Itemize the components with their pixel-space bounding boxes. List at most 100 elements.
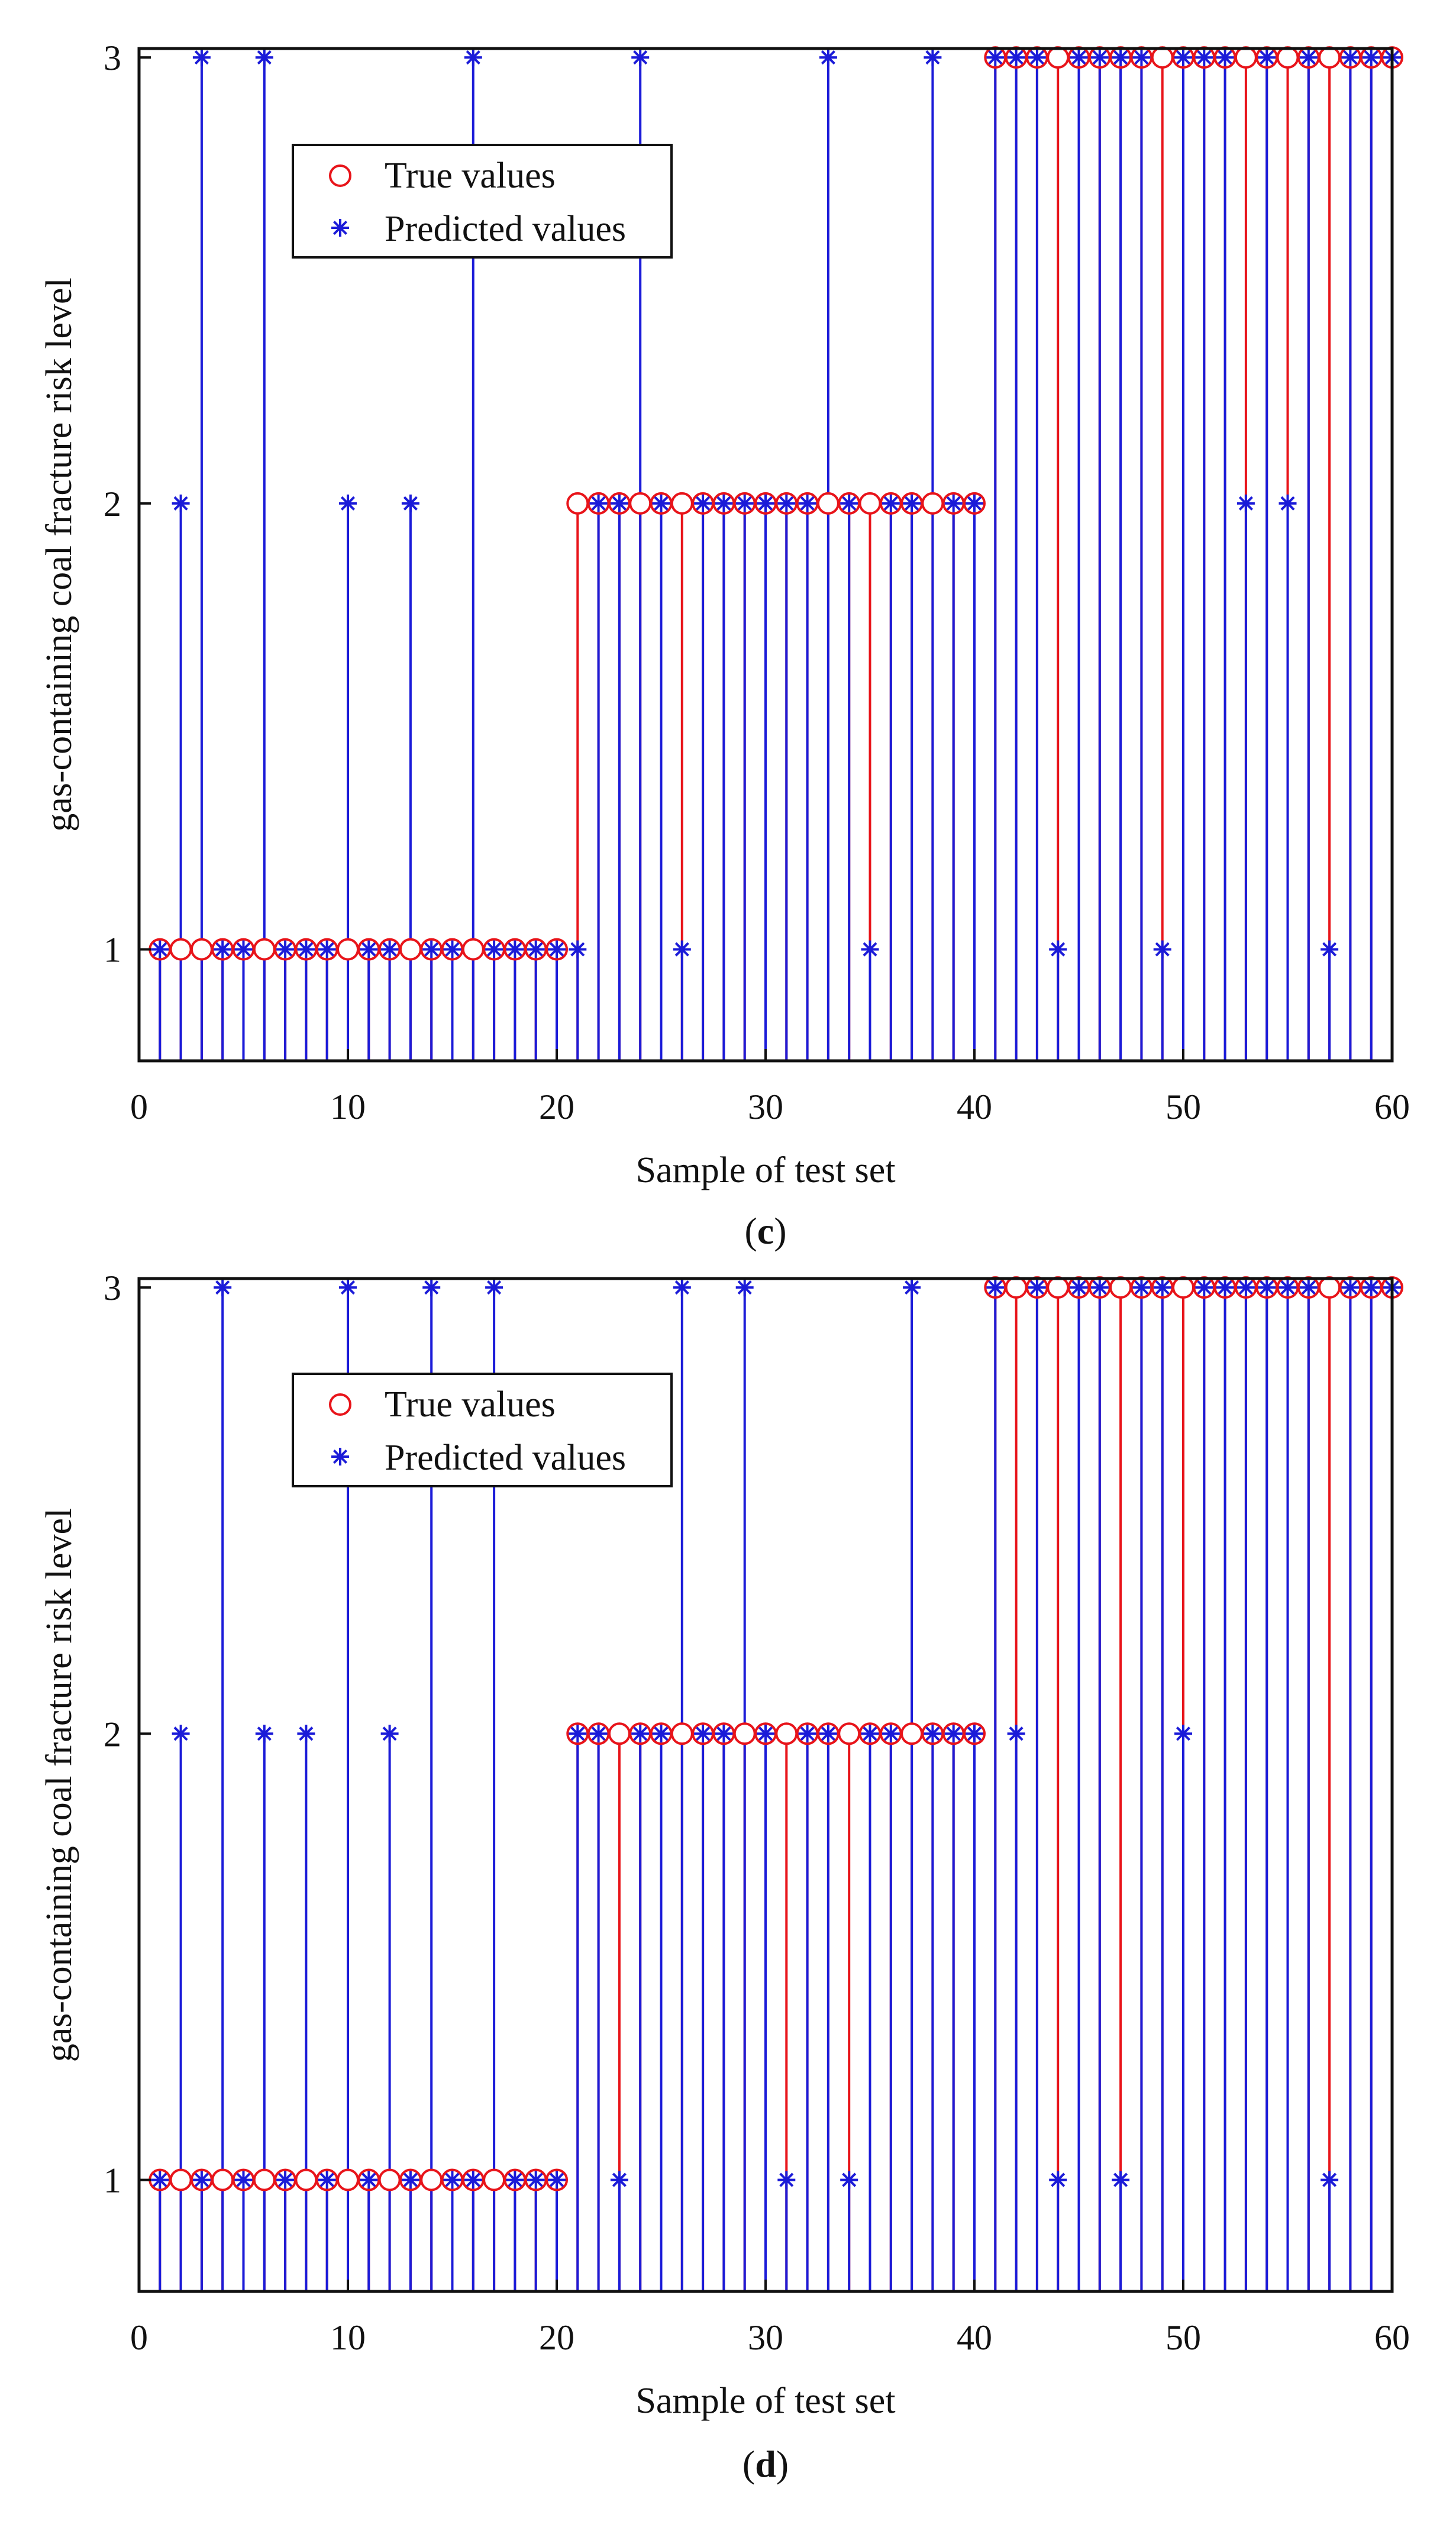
caption-open: ( <box>744 1210 757 1252</box>
predicted-value-marker <box>318 940 336 958</box>
legend-predicted-label: Predicted values <box>385 1438 626 1478</box>
predicted-value-marker <box>1195 49 1213 67</box>
predicted-value-marker <box>1090 49 1109 67</box>
x-tick-label: 10 <box>330 2318 366 2357</box>
predicted-value-marker <box>192 2171 211 2189</box>
x-tick-label: 40 <box>957 2318 992 2357</box>
x-tick-label: 50 <box>1166 2318 1201 2357</box>
predicted-value-marker <box>1279 1279 1297 1297</box>
predicted-value-marker <box>840 2171 858 2189</box>
predicted-value-marker <box>944 1725 963 1743</box>
x-tick-label: 20 <box>539 1087 574 1126</box>
predicted-value-marker <box>360 2171 378 2189</box>
predicted-value-marker <box>986 1279 1005 1297</box>
predicted-value-marker <box>1258 49 1276 67</box>
predicted-value-marker <box>569 1725 587 1743</box>
true-value-marker <box>1318 46 1341 69</box>
predicted-value-marker <box>318 2171 336 2189</box>
true-value-marker <box>169 938 192 961</box>
predicted-value-marker <box>443 2171 461 2189</box>
predicted-value-marker <box>1132 49 1151 67</box>
true-value-marker <box>253 2168 276 2191</box>
legend-predicted-marker <box>331 1448 349 1466</box>
predicted-value-marker <box>506 2171 524 2189</box>
true-value-marker <box>566 492 589 515</box>
caption-panel-letter: c <box>757 1210 774 1252</box>
true-value-marker <box>838 1722 861 1745</box>
true-value-marker <box>900 1722 924 1745</box>
predicted-value-marker <box>652 494 670 512</box>
predicted-value-marker <box>1070 1279 1088 1297</box>
predicted-value-marker <box>380 1725 399 1743</box>
caption-close: ) <box>774 1210 786 1252</box>
predicted-value-marker <box>234 940 253 958</box>
true-value-marker <box>1318 1276 1341 1299</box>
stems-group <box>159 57 1392 1061</box>
true-value-marker <box>670 492 693 515</box>
predicted-value-marker <box>1341 49 1360 67</box>
predicted-value-marker <box>715 1725 733 1743</box>
true-value-marker <box>1005 1276 1028 1299</box>
x-tick-label: 40 <box>957 1087 992 1126</box>
predicted-value-marker <box>339 1279 357 1297</box>
predicted-value-marker <box>1362 49 1380 67</box>
predicted-value-marker <box>1007 1725 1025 1743</box>
true-value-marker <box>1172 1276 1194 1299</box>
x-tick-label: 30 <box>748 2318 783 2357</box>
predicted-value-marker <box>1299 49 1318 67</box>
predicted-value-marker <box>673 940 691 958</box>
true-value-marker <box>921 492 944 515</box>
predicted-value-marker <box>1216 49 1234 67</box>
true-value-marker <box>1151 46 1174 69</box>
true-value-marker <box>190 938 213 961</box>
true-value-marker <box>858 492 882 515</box>
predicted-value-marker <box>861 1725 879 1743</box>
predicted-value-marker <box>735 494 754 512</box>
predicted-value-marker <box>589 494 608 512</box>
predicted-value-marker <box>1174 1725 1192 1743</box>
predicted-value-marker <box>527 2171 545 2189</box>
legend-predicted-marker <box>331 219 349 237</box>
predicted-value-marker <box>192 49 211 67</box>
predicted-value-marker <box>339 494 357 512</box>
legend: True values Predicted values <box>292 144 673 259</box>
predicted-value-marker <box>944 494 963 512</box>
legend-predicted-label: Predicted values <box>385 209 626 249</box>
predicted-value-marker <box>1321 940 1339 958</box>
predicted-value-marker <box>380 940 399 958</box>
predicted-value-marker <box>986 49 1005 67</box>
predicted-value-marker <box>1049 940 1067 958</box>
predicted-value-marker <box>401 494 419 512</box>
predicted-value-marker <box>464 49 482 67</box>
true-value-marker <box>378 2168 401 2191</box>
legend-true-label: True values <box>385 1384 556 1425</box>
panel-caption: (c) <box>744 1210 786 1252</box>
true-value-marker <box>337 2168 359 2191</box>
predicted-value-marker <box>1112 49 1130 67</box>
predicted-value-marker <box>422 940 441 958</box>
predicted-value-marker <box>1153 1279 1171 1297</box>
predicted-value-marker <box>297 1725 315 1743</box>
predicted-value-marker <box>1132 1279 1151 1297</box>
predicted-value-marker <box>1112 2171 1130 2189</box>
panel-caption: (d) <box>742 2443 789 2485</box>
predicted-value-marker <box>882 494 900 512</box>
y-tick-label: 1 <box>104 2161 121 2200</box>
predicted-value-marker <box>464 2171 482 2189</box>
predicted-value-marker <box>1341 1279 1360 1297</box>
x-tick-label: 30 <box>748 1087 783 1126</box>
x-axis-label: Sample of test set <box>635 1150 895 1190</box>
predicted-value-marker <box>1237 1279 1255 1297</box>
predicted-value-marker <box>485 1279 503 1297</box>
true-value-marker <box>399 938 422 961</box>
predicted-value-marker <box>924 1725 942 1743</box>
predicted-value-marker <box>1090 1279 1109 1297</box>
x-tick-label: 20 <box>539 2318 574 2357</box>
x-tick-label: 50 <box>1166 1087 1201 1126</box>
stems-group <box>159 1287 1392 2291</box>
predicted-value-marker <box>735 1279 754 1297</box>
predicted-value-marker <box>297 940 315 958</box>
x-tick-label: 0 <box>130 2318 148 2357</box>
legend-true-marker <box>329 164 351 187</box>
